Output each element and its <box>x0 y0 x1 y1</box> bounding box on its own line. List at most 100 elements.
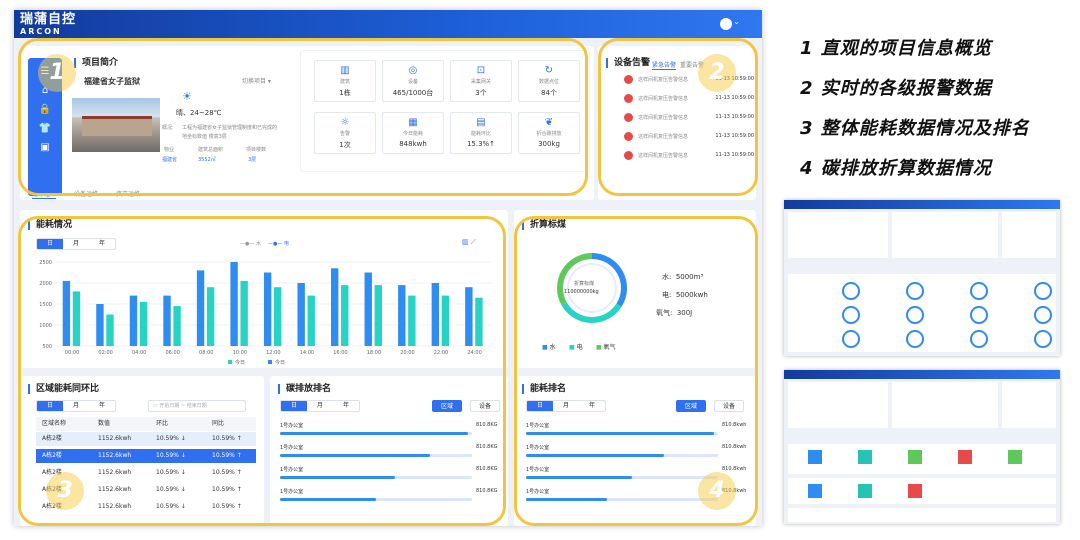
gateway-icon: ⊡ <box>476 65 486 76</box>
bar <box>62 280 71 346</box>
period-month[interactable]: 月 <box>316 402 323 409</box>
bar <box>263 272 272 346</box>
bar <box>475 297 483 346</box>
col2-label: 建筑总面积 <box>198 147 224 153</box>
stat-card: ↻ 数据点位 84个 <box>518 60 580 102</box>
app-logo: 瑞蒲自控 ARCON <box>20 12 77 36</box>
device-button[interactable]: 设备 <box>470 400 500 412</box>
region-button[interactable]: 区域 <box>432 400 462 412</box>
rank-name: 1号办公室 <box>526 467 550 473</box>
energy-rank-title: 能耗排名 <box>522 384 566 394</box>
period-year[interactable]: 年 <box>342 402 349 409</box>
carbon-period-toggle: 日 月 年 <box>280 400 360 412</box>
bar <box>341 285 349 346</box>
device-button[interactable]: 设备 <box>714 400 744 412</box>
feature-2: 2 实时的各级报警数据 <box>800 78 992 99</box>
rank-bar <box>280 454 472 457</box>
period-year[interactable]: 年 <box>98 402 105 409</box>
rank-value: 810.8KG <box>476 488 498 494</box>
period-month[interactable]: 月 <box>72 402 79 409</box>
x-tick-label: 02:00 <box>98 350 112 356</box>
coal-center-label: 折算标煤 <box>574 281 595 287</box>
bar <box>173 306 181 346</box>
alarm-item[interactable]: 这样间机复压告警信息 11-13 10:59:00 <box>624 112 754 124</box>
period-day[interactable]: 日 <box>281 401 307 411</box>
avatar[interactable] <box>720 18 732 30</box>
region-button[interactable]: 区域 <box>676 400 706 412</box>
tab-important-alarm[interactable]: 重要告警 <box>680 62 705 69</box>
alarm-item[interactable]: 这样间机复压告警信息 11-13 10:59:00 <box>624 93 754 105</box>
feature-4: 4 碳排放折算数据情况 <box>800 158 992 179</box>
rank-name: 1号办公室 <box>526 445 550 451</box>
legend-elec: —●— 电 <box>268 241 289 247</box>
layers-icon[interactable]: ▣ <box>40 142 50 153</box>
alarm-date: 11-13 10:59:00 <box>715 95 754 101</box>
rank-bar <box>526 498 718 501</box>
bar <box>431 283 440 346</box>
date-range-input[interactable]: ▭ 开始日期 ~ 结束日期 <box>148 400 246 412</box>
stat-label: 建筑 <box>339 79 350 85</box>
bar <box>196 270 205 346</box>
feature-1: 1 直观的项目信息概览 <box>800 38 992 59</box>
weather: 晴、24~28℃ <box>176 109 222 117</box>
chart-type-icons[interactable]: ▥ ⟋ <box>462 238 476 246</box>
bar <box>465 287 473 346</box>
y-tick-label: 2000 <box>39 281 52 287</box>
donut-slice <box>591 253 627 307</box>
top-bar: 瑞蒲自控 ARCON ⌄ <box>14 10 762 38</box>
stat-value: 465/1000台 <box>392 89 434 97</box>
marker-2: 2 <box>698 54 736 92</box>
switch-project[interactable]: 切换项目 ▾ <box>242 78 271 85</box>
x-tick-label: 14:00 <box>300 350 314 356</box>
chevron-down-icon[interactable]: ⌄ <box>733 17 740 26</box>
bar <box>408 295 416 346</box>
project-photo <box>72 98 160 152</box>
period-year[interactable]: 年 <box>588 402 595 409</box>
stat-value: 1栋 <box>339 89 351 97</box>
bar <box>297 283 305 346</box>
legend-swatch <box>228 360 232 364</box>
period-day[interactable]: 日 <box>37 239 63 249</box>
x-tick-label: 10:00 <box>233 350 247 356</box>
rank-value: 810.8kwh <box>722 466 747 472</box>
bar <box>96 304 104 346</box>
stat-label: 能耗环比 <box>470 131 491 137</box>
period-day[interactable]: 日 <box>37 401 63 411</box>
col3-label: 项目楼数 <box>246 147 267 153</box>
period-day[interactable]: 日 <box>527 401 553 411</box>
x-tick-label: 00:00 <box>65 350 79 356</box>
y-tick-label: 2500 <box>39 260 52 266</box>
stat-value: 15.3%↑ <box>466 140 496 148</box>
rank-bar <box>280 476 472 479</box>
bar <box>129 295 138 346</box>
home-icon[interactable]: ⌂ <box>41 85 49 96</box>
alarm-item[interactable]: 这样间机复压告警信息 11-13 10:59:00 <box>624 150 754 162</box>
lock-icon[interactable]: 🔒 <box>38 104 52 115</box>
shirt-icon[interactable]: 👕 <box>38 123 52 134</box>
period-year[interactable]: 年 <box>98 240 105 247</box>
tab-urgent-alarm[interactable]: 紧急告警 <box>652 62 677 70</box>
carbon-icon: ❦ <box>544 117 554 128</box>
legend-label: 今日 <box>275 359 285 366</box>
stat-value: 84个 <box>541 89 557 97</box>
building-icon: ▥ <box>340 65 350 76</box>
col1-value: 福建省 <box>162 157 178 163</box>
stat-card: ▦ 今日能耗 848kwh <box>382 112 444 154</box>
stat-value: 848kwh <box>399 140 427 148</box>
period-month[interactable]: 月 <box>562 402 569 409</box>
bar <box>106 314 114 346</box>
rank-name: 1号办公室 <box>280 467 304 473</box>
x-tick-label: 04:00 <box>132 350 146 356</box>
col2-value: 3552㎡ <box>198 157 216 163</box>
rank-value: 810.8KG <box>476 422 498 428</box>
alarm-date: 11-13 10:59:00 <box>715 114 754 120</box>
energy-icon: ▦ <box>408 117 418 128</box>
y-tick-label: 500 <box>42 344 52 350</box>
donut-slice <box>561 301 622 323</box>
alarm-item[interactable]: 这样间机复压告警信息 11-13 10:59:00 <box>624 131 754 143</box>
period-month[interactable]: 月 <box>72 240 79 247</box>
